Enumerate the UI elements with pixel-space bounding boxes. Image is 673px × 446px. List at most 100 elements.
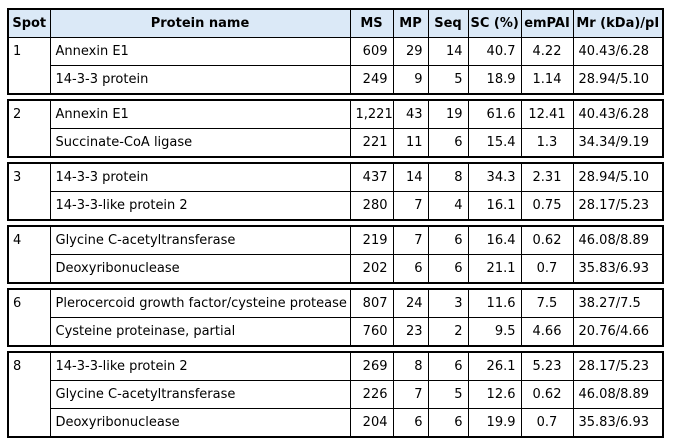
col-header-mr-kda-pi: Mr (kDa)/pI xyxy=(572,8,664,38)
sc-cell: 18.9 xyxy=(467,65,522,95)
col-header-spot: Spot xyxy=(7,8,51,38)
sc-cell: 16.4 xyxy=(467,225,522,255)
protein-name-cell: Deoxyribonuclease xyxy=(49,408,351,438)
protein-row: 4 Glycine C-acetyltransferase 219 7 6 16.4 0.6… xyxy=(7,225,664,284)
protein-row: Deoxyribonuclease 202 6 6 21.1 0.7 35.83/6.93 xyxy=(8,254,664,284)
mp-cell: 7 xyxy=(392,191,429,221)
ms-cell: 219 xyxy=(349,225,394,255)
ms-cell: 269 xyxy=(349,351,394,381)
mp-cell: 6 xyxy=(392,254,429,284)
seq-cell: 3 xyxy=(427,288,469,318)
empai-cell: 0.62 xyxy=(520,380,574,409)
seq-cell: 6 xyxy=(427,408,469,438)
sc-cell: 15.4 xyxy=(467,128,522,158)
mr-pi-cell: 20.76/4.66 xyxy=(572,317,664,347)
seq-cell: 5 xyxy=(427,380,469,409)
seq-cell: 4 xyxy=(427,191,469,221)
header-row: Spot Protein name MS MP Seq SC (%) emPAI… xyxy=(7,8,664,38)
ms-cell: 609 xyxy=(349,37,394,66)
seq-cell: 6 xyxy=(427,254,469,284)
ms-cell: 280 xyxy=(349,191,394,221)
sc-cell: 26.1 xyxy=(467,351,522,381)
empai-cell: 4.22 xyxy=(520,37,574,66)
protein-row: 6 Plerocercoid growth factor/cysteine pro… xyxy=(7,288,664,347)
protein-name-cell: 14-3-3-like protein 2 xyxy=(49,191,351,221)
sc-cell: 16.1 xyxy=(467,191,522,221)
protein-row: 14-3-3-like protein 2 280 7 4 16.1 0.75 28.17/… xyxy=(8,191,664,221)
ms-cell: 202 xyxy=(349,254,394,284)
mp-cell: 11 xyxy=(392,128,429,158)
spot-group-table-3: 3 14-3-3 protein 437 14 8 34.3 2.31 28.94/5.10 1… xyxy=(7,162,664,221)
col-header-seq: Seq xyxy=(427,8,469,38)
spot-group-table-1: Spot Protein name MS MP Seq SC (%) emPAI… xyxy=(7,8,664,95)
mp-cell: 43 xyxy=(392,99,429,129)
seq-cell: 6 xyxy=(427,225,469,255)
empai-cell: 0.75 xyxy=(520,191,574,221)
spot-group-table-4: 4 Glycine C-acetyltransferase 219 7 6 16.4 0.6… xyxy=(7,225,664,284)
spot-group-table-2: 2 Annexin E1 1,221 43 19 61.6 12.41 40.43/6.28 S… xyxy=(7,99,664,158)
sc-cell: 9.5 xyxy=(467,317,522,347)
protein-name-cell: Cysteine proteinase, partial xyxy=(49,317,351,347)
col-header-empai: emPAI xyxy=(520,8,574,38)
mp-cell: 14 xyxy=(392,162,429,192)
ms-cell: 807 xyxy=(349,288,394,318)
ms-cell: 1,221 xyxy=(349,99,394,129)
mr-pi-cell: 46.08/8.89 xyxy=(572,225,664,255)
mp-cell: 9 xyxy=(392,65,429,95)
sc-cell: 19.9 xyxy=(467,408,522,438)
ms-cell: 204 xyxy=(349,408,394,438)
protein-row: 2 Annexin E1 1,221 43 19 61.6 12.41 40.43/6.28 xyxy=(7,99,664,158)
ms-cell: 221 xyxy=(349,128,394,158)
empai-cell: 0.7 xyxy=(520,408,574,438)
protein-name-cell: Annexin E1 xyxy=(49,37,351,66)
protein-row: Glycine C-acetyltransferase 226 7 5 12.6 0.62… xyxy=(8,380,664,409)
sc-cell: 12.6 xyxy=(467,380,522,409)
mr-pi-cell: 28.94/5.10 xyxy=(572,162,664,192)
seq-cell: 6 xyxy=(427,351,469,381)
protein-name-cell: 14-3-3 protein xyxy=(49,65,351,95)
mp-cell: 7 xyxy=(392,225,429,255)
col-header-ms: MS xyxy=(349,8,394,38)
sc-cell: 34.3 xyxy=(467,162,522,192)
ms-cell: 226 xyxy=(349,380,394,409)
seq-cell: 8 xyxy=(427,162,469,192)
mr-pi-cell: 38.27/7.5 xyxy=(572,288,664,318)
mr-pi-cell: 28.17/5.23 xyxy=(572,191,664,221)
empai-cell: 5.23 xyxy=(520,351,574,381)
spot-number: 3 xyxy=(7,162,51,221)
empai-cell: 12.41 xyxy=(520,99,574,129)
col-header-sc-percent: SC (%) xyxy=(467,8,522,38)
spot-number: 1 xyxy=(7,37,51,95)
protein-name-cell: 14-3-3-like protein 2 xyxy=(49,351,351,381)
spot-number: 4 xyxy=(7,225,51,284)
spot-number: 8 xyxy=(7,351,51,438)
mr-pi-cell: 28.94/5.10 xyxy=(572,65,664,95)
empai-cell: 0.62 xyxy=(520,225,574,255)
protein-row: Deoxyribonuclease 204 6 6 19.9 0.7 35.83/6.93 xyxy=(8,408,664,438)
seq-cell: 5 xyxy=(427,65,469,95)
spot-group-table-6: 6 Plerocercoid growth factor/cysteine pro… xyxy=(7,288,664,347)
protein-name-cell: Glycine C-acetyltransferase xyxy=(49,380,351,409)
mr-pi-cell: 34.34/9.19 xyxy=(572,128,664,158)
seq-cell: 2 xyxy=(427,317,469,347)
col-header-mp: MP xyxy=(392,8,429,38)
ms-cell: 249 xyxy=(349,65,394,95)
protein-name-cell: Plerocercoid growth factor/cysteine prot… xyxy=(49,288,351,318)
mp-cell: 24 xyxy=(392,288,429,318)
mr-pi-cell: 28.17/5.23 xyxy=(572,351,664,381)
seq-cell: 14 xyxy=(427,37,469,66)
empai-cell: 1.3 xyxy=(520,128,574,158)
empai-cell: 4.66 xyxy=(520,317,574,347)
mr-pi-cell: 40.43/6.28 xyxy=(572,99,664,129)
spot-number: 6 xyxy=(7,288,51,347)
sc-cell: 21.1 xyxy=(467,254,522,284)
mr-pi-cell: 40.43/6.28 xyxy=(572,37,664,66)
protein-row: 3 14-3-3 protein 437 14 8 34.3 2.31 28.94/5.10 xyxy=(7,162,664,221)
protein-name-cell: Succinate-CoA ligase xyxy=(49,128,351,158)
ms-cell: 437 xyxy=(349,162,394,192)
seq-cell: 6 xyxy=(427,128,469,158)
protein-row: 8 14-3-3-like protein 2 269 8 6 26.1 5.23 28.17… xyxy=(7,351,664,438)
protein-row: 14-3-3 protein 249 9 5 18.9 1.14 28.94/5.10 xyxy=(8,65,664,95)
seq-cell: 19 xyxy=(427,99,469,129)
